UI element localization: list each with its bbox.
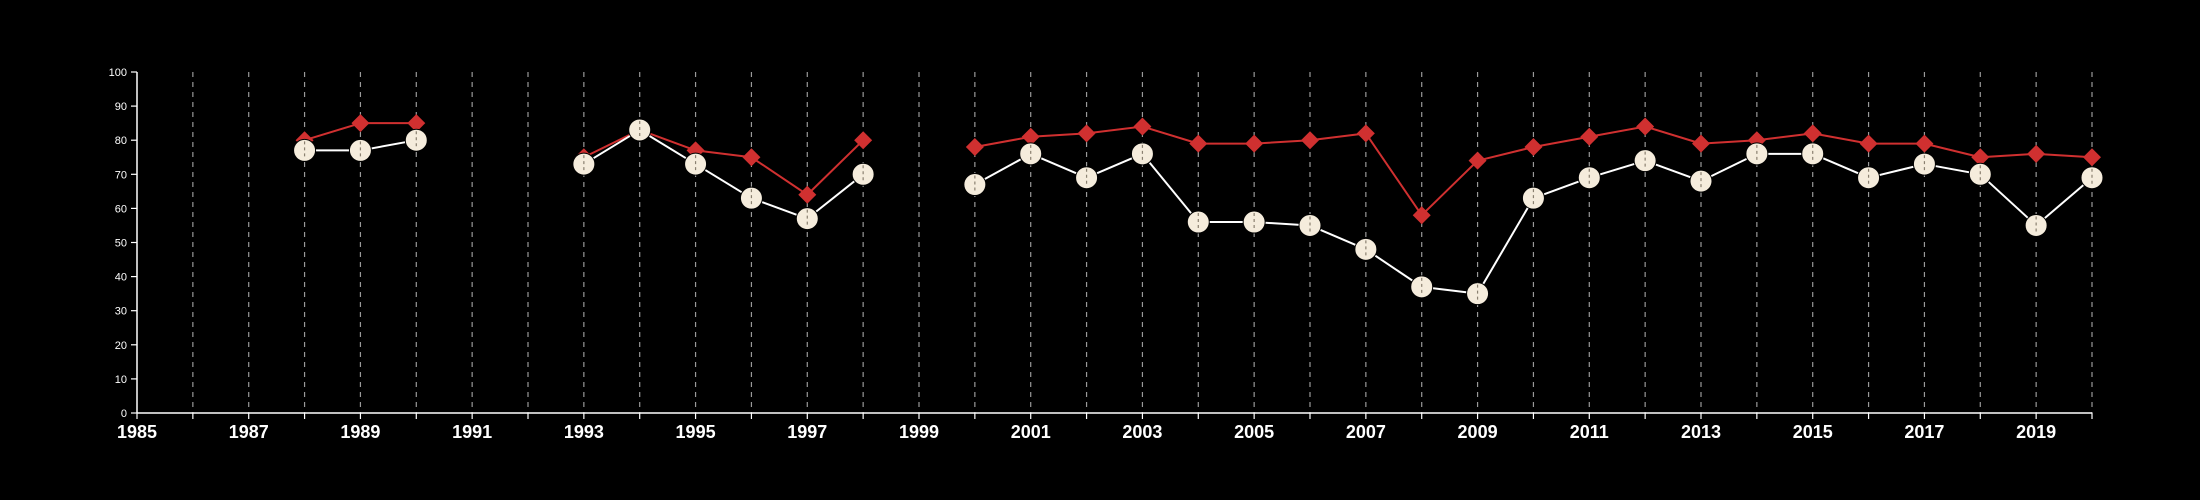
- red-diamond-point: [1133, 117, 1152, 136]
- red-diamond-point: [1580, 127, 1599, 146]
- y-tick-label: 70: [115, 169, 127, 181]
- y-tick-label: 100: [109, 67, 127, 79]
- x-tick-label: 2019: [2016, 422, 2056, 442]
- tick-labels: 0 10 20 30 40 50 60 70 80 90 100 1985 1987 1989 1991 19…: [109, 67, 2057, 442]
- x-tick-label: 1987: [229, 422, 269, 442]
- red-diamond-point: [351, 114, 370, 133]
- x-tick-label: 2001: [1011, 422, 1051, 442]
- y-tick-label: 80: [115, 135, 127, 147]
- x-tick-label: 1995: [676, 422, 716, 442]
- axes: [131, 71, 2093, 419]
- x-tick-label: 2007: [1346, 422, 1386, 442]
- x-tick-label: 1999: [899, 422, 939, 442]
- x-tick-label: 1993: [564, 422, 604, 442]
- x-tick-label: 2009: [1458, 422, 1498, 442]
- y-tick-label: 20: [115, 340, 127, 352]
- red-diamond-point: [1524, 138, 1543, 157]
- red-diamond-point: [1636, 117, 1655, 136]
- red-diamond-point: [742, 148, 761, 167]
- red-diamond-point: [1803, 124, 1822, 143]
- y-tick-label: 10: [115, 374, 127, 386]
- white-series-line: [583, 128, 864, 220]
- x-tick-label: 2013: [1681, 422, 1721, 442]
- red-diamond-point: [1468, 151, 1487, 170]
- red-diamond-point: [1971, 148, 1990, 167]
- red-diamond-point: [1859, 134, 1878, 153]
- y-tick-label: 0: [121, 408, 127, 420]
- red-diamond-point: [1412, 206, 1431, 225]
- x-tick-label: 2003: [1122, 422, 1162, 442]
- y-tick-label: 60: [115, 203, 127, 215]
- y-tick-label: 90: [115, 101, 127, 113]
- x-tick-label: 1997: [787, 422, 827, 442]
- x-tick-label: 1989: [340, 422, 380, 442]
- x-tick-label: 2005: [1234, 422, 1274, 442]
- y-tick-label: 50: [115, 238, 127, 250]
- x-tick-label: 2015: [1793, 422, 1833, 442]
- red-diamond-point: [1301, 131, 1319, 150]
- red-diamond-point: [1021, 127, 1040, 146]
- x-tick-label: 2017: [1904, 422, 1944, 442]
- red-diamond-point: [2027, 144, 2046, 163]
- x-tick-label: 1991: [452, 422, 492, 442]
- red-diamond-point: [407, 114, 426, 133]
- y-tick-label: 30: [115, 306, 127, 318]
- red-diamond-point: [1189, 134, 1208, 153]
- x-tick-label: 1985: [117, 422, 157, 442]
- series-markers: [293, 114, 2104, 306]
- x-tick-label: 2011: [1570, 422, 1609, 442]
- y-tick-label: 40: [115, 272, 127, 284]
- red-diamond-point: [798, 185, 817, 204]
- red-diamond-point: [2083, 148, 2101, 167]
- red-diamond-point: [1356, 124, 1375, 143]
- red-diamond-point: [1915, 134, 1934, 153]
- red-diamond-point: [1077, 124, 1096, 143]
- red-diamond-point: [965, 138, 984, 157]
- red-diamond-point: [854, 131, 873, 150]
- red-diamond-point: [1245, 134, 1264, 153]
- vertical-gridlines: [192, 72, 2093, 413]
- red-series-line: [583, 128, 864, 196]
- red-diamond-point: [1692, 134, 1710, 153]
